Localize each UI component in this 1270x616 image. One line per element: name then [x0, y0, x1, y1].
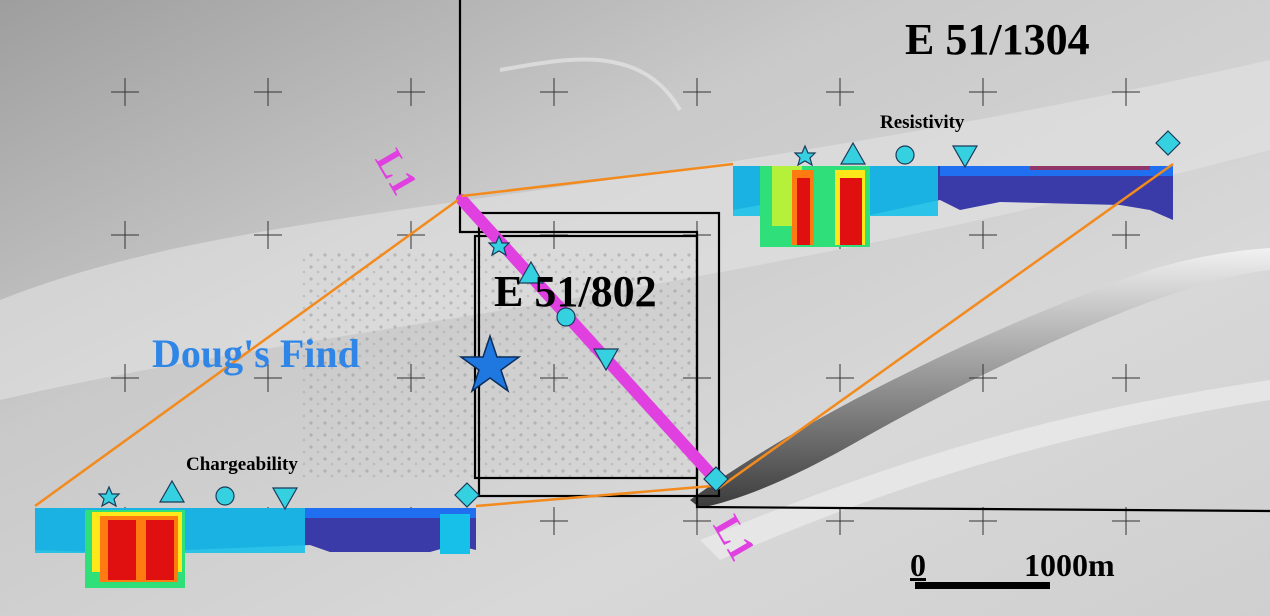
lower-ridge [700, 380, 1270, 560]
star-icon [793, 144, 817, 167]
ridge-shadow [690, 248, 1270, 508]
boundary-e51-1304 [458, 0, 1270, 513]
section-connectors [34, 162, 1174, 508]
line-markers [487, 234, 729, 492]
star-icon [97, 485, 121, 508]
prospect-label: Doug's Find [152, 331, 360, 376]
triangle-down-icon [271, 487, 299, 511]
circle-icon [215, 486, 235, 506]
chargeability-section [35, 508, 476, 588]
scale-end-label: 1000m [1024, 547, 1115, 583]
resistivity-markers [793, 130, 1181, 169]
prospect-star-icon [458, 333, 522, 393]
diamond-icon [454, 482, 480, 508]
resistivity-section [733, 166, 1173, 247]
circle-icon [556, 307, 576, 327]
circle-icon [895, 145, 915, 165]
diamond-icon [1155, 130, 1181, 156]
resistivity-label: Resistivity [880, 112, 965, 133]
triangle-down-icon [951, 145, 979, 169]
diamond-icon [703, 466, 729, 492]
triangle-up-icon [517, 260, 545, 284]
tenement-label-e51-1304: E 51/1304 [905, 15, 1090, 64]
chargeability-markers [97, 479, 480, 511]
tenement-label-e51-802: E 51/802 [494, 267, 657, 316]
triangle-up-icon [839, 141, 867, 165]
star-icon [487, 234, 511, 257]
triangle-down-icon [592, 348, 620, 372]
triangle-up-icon [158, 479, 186, 503]
drainage-arc [499, 57, 682, 111]
scale-start-label: 0 [910, 547, 926, 583]
chargeability-label: Chargeability [186, 454, 298, 475]
scale-bar [915, 582, 1050, 589]
